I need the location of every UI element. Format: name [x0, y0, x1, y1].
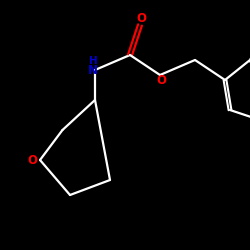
Text: H: H — [88, 56, 98, 66]
Text: O: O — [156, 74, 166, 88]
Text: N: N — [88, 64, 98, 76]
Text: O: O — [136, 12, 146, 26]
Text: O: O — [27, 154, 37, 166]
